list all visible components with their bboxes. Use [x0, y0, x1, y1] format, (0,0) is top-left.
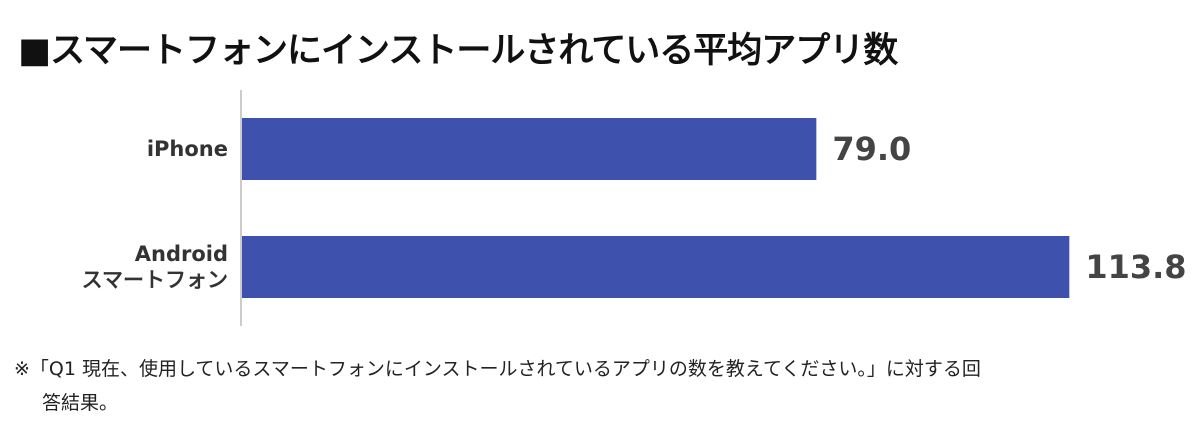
bar — [242, 118, 817, 180]
footnote-line-1: ※「Q1 現在、使用しているスマートフォンにインストールされているアプリの数を教… — [14, 358, 981, 380]
category-label: スマートフォン — [82, 268, 228, 292]
category-label: iPhone — [147, 137, 228, 161]
bar — [242, 236, 1070, 298]
value-label: 113.8 — [1085, 248, 1186, 286]
footnote-line-2: 答結果。 — [42, 392, 119, 414]
category-label: Android — [135, 242, 228, 266]
value-label: 79.0 — [832, 130, 911, 168]
footnote: ※「Q1 現在、使用しているスマートフォンにインストールされているアプリの数を教… — [14, 352, 1184, 420]
chart-title: ■スマートフォンにインストールされている平均アプリ数 — [18, 31, 898, 71]
